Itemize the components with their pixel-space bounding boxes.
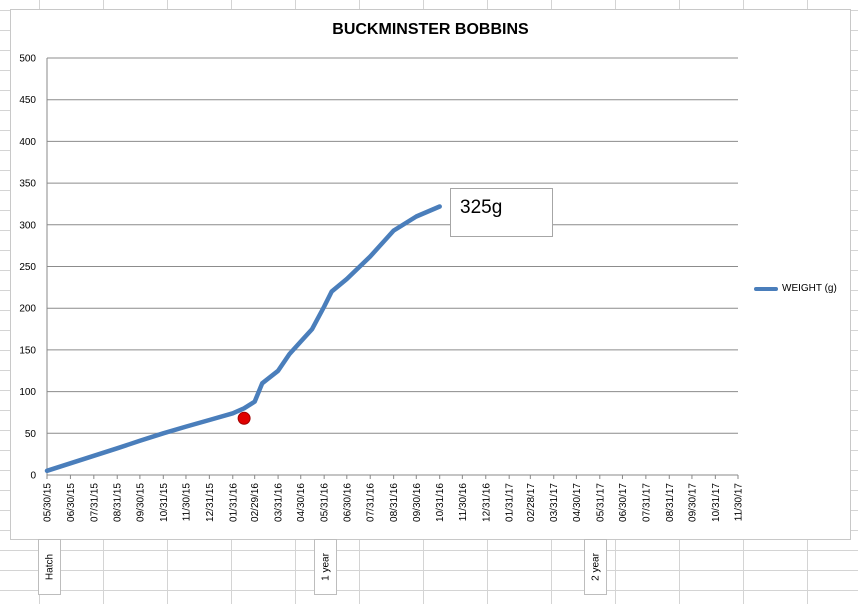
y-tick-label: 200 — [19, 304, 36, 315]
x-tick-label: 11/30/15 — [181, 483, 192, 522]
x-tick-label: 10/31/17 — [711, 483, 722, 522]
x-tick-label: 01/31/16 — [228, 483, 239, 522]
milestone-1-year[interactable]: 1 year — [314, 539, 337, 595]
milestone-label: Hatch — [44, 553, 55, 581]
x-tick-label: 01/31/17 — [505, 483, 516, 522]
x-tick-label: 09/30/16 — [412, 483, 423, 522]
x-tick-label: 07/31/15 — [89, 483, 100, 522]
x-tick-label: 02/28/17 — [526, 483, 537, 522]
legend: WEIGHT (g) — [754, 283, 837, 294]
x-tick-label: 08/31/16 — [389, 483, 400, 522]
x-tick-label: 05/30/15 — [43, 483, 54, 522]
milestone-2-year[interactable]: 2 year — [584, 539, 607, 595]
highlight-point — [237, 411, 251, 425]
x-tick-label: 04/30/16 — [296, 483, 307, 522]
y-tick-label: 500 — [19, 54, 36, 65]
x-tick-label: 05/31/16 — [320, 483, 331, 522]
y-tick-label: 100 — [19, 387, 36, 398]
callout-label[interactable]: 325g — [450, 188, 553, 237]
x-tick-label: 10/31/15 — [159, 483, 170, 522]
x-tick-label: 05/31/17 — [595, 483, 606, 522]
milestone-hatch[interactable]: Hatch — [38, 539, 61, 595]
x-tick-label: 04/30/17 — [572, 483, 583, 522]
x-tick-label: 06/30/17 — [618, 483, 629, 522]
x-tick-label: 03/31/17 — [549, 483, 560, 522]
x-tick-label: 11/30/16 — [458, 483, 469, 522]
y-tick-label: 150 — [19, 345, 36, 356]
x-tick-label: 07/31/16 — [366, 483, 377, 522]
x-tick-label: 09/30/17 — [687, 483, 698, 522]
x-tick-label: 08/31/17 — [665, 483, 676, 522]
y-tick-label: 450 — [19, 95, 36, 106]
milestone-label: 1 year — [320, 553, 331, 581]
milestone-label: 2 year — [590, 553, 601, 581]
chart-title: BUCKMINSTER BOBBINS — [332, 21, 529, 38]
x-tick-label: 10/31/16 — [435, 483, 446, 522]
y-tick-label: 250 — [19, 262, 36, 273]
x-tick-label: 12/31/15 — [205, 483, 216, 522]
y-tick-label: 50 — [25, 429, 37, 440]
series-line — [44, 204, 442, 474]
legend-label: WEIGHT (g) — [782, 283, 837, 294]
x-tick-label: 07/31/17 — [641, 483, 652, 522]
y-tick-label: 350 — [19, 179, 36, 190]
x-tick-label: 12/31/16 — [481, 483, 492, 522]
y-tick-label: 300 — [19, 220, 36, 231]
y-tick-label: 400 — [19, 137, 36, 148]
x-tick-label: 09/30/15 — [135, 483, 146, 522]
legend-swatch — [754, 286, 778, 291]
chart-area[interactable] — [10, 9, 851, 540]
x-tick-label: 08/31/15 — [113, 483, 124, 522]
y-tick-label: 0 — [30, 471, 36, 482]
x-tick-label: 03/31/16 — [274, 483, 285, 522]
x-tick-label: 02/29/16 — [250, 483, 261, 522]
x-tick-label: 06/30/15 — [66, 483, 77, 522]
x-tick-label: 11/30/17 — [734, 483, 745, 522]
x-tick-label: 06/30/16 — [342, 483, 353, 522]
